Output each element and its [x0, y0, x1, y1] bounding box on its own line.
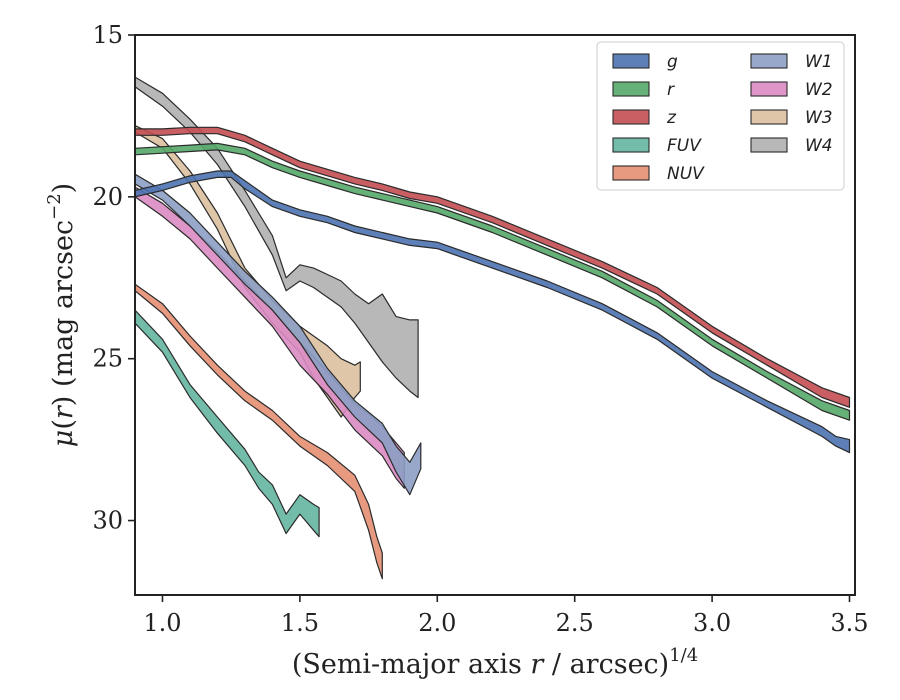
legend-label-W2: W2: [805, 80, 833, 100]
legend-swatch-g: [612, 53, 650, 69]
x-tick-label: 3.0: [693, 609, 731, 637]
x-tick-label: 3.5: [830, 609, 868, 637]
y-axis-label: μ(r) (mag arcsec−2): [44, 183, 79, 447]
legend-swatch-r: [612, 81, 650, 97]
legend-label-W1: W1: [805, 52, 833, 72]
legend-label-NUV: NUV: [667, 164, 705, 184]
y-tick-label: 20: [92, 183, 123, 211]
band-z: [135, 126, 851, 408]
x-axis-label: (Semi-major axis r / arcsec)1/4: [292, 645, 698, 680]
x-tick-label: 1.5: [281, 609, 319, 637]
legend-swatch-W1: [750, 53, 788, 69]
legend-swatch-W3: [750, 109, 788, 125]
band-r: [135, 142, 851, 421]
legend-label-r: r: [667, 80, 675, 100]
x-tick-label: 2.0: [418, 609, 456, 637]
axes-group: 1.0 1.5 2.0 2.5 3.0 3.5 15 20 25 30: [92, 21, 868, 637]
legend-label-W3: W3: [805, 108, 833, 128]
plot-frame: [134, 34, 856, 596]
band-FUV: [135, 309, 320, 538]
y-tick-label: 30: [92, 507, 123, 535]
legend-swatch-W4: [750, 137, 788, 153]
band-g: [135, 170, 851, 454]
band-NUV: [135, 283, 383, 580]
legend-label-g: g: [667, 52, 678, 72]
legend-label-z: z: [666, 108, 677, 128]
legend-box: [596, 41, 845, 191]
legend-swatch-NUV: [612, 165, 650, 181]
y-tick-label: 25: [92, 345, 123, 373]
legend: grz FUV NUV W1 W2 W3 W4: [596, 41, 845, 191]
band-W4: [135, 76, 419, 399]
x-tick-label: 1.0: [143, 609, 181, 637]
y-tick-label: 15: [92, 21, 123, 49]
legend-label-W4: W4: [805, 136, 833, 156]
profile-bands: [135, 76, 851, 580]
x-tick-label: 2.5: [556, 609, 594, 637]
band-W1: [135, 173, 422, 496]
legend-swatch-W2: [750, 81, 788, 97]
legend-swatch-z: [612, 109, 650, 125]
legend-label-FUV: FUV: [667, 136, 702, 156]
legend-swatch-FUV: [612, 137, 650, 153]
